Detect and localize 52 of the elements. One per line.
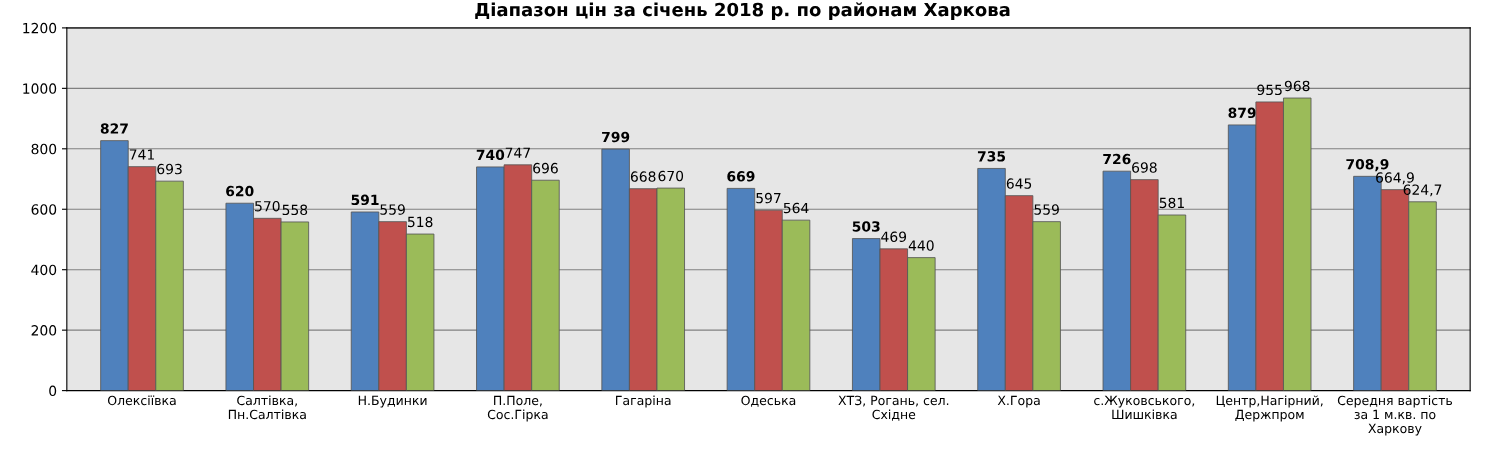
y-tick-label: 0	[49, 385, 57, 397]
data-label: 747	[505, 147, 530, 158]
data-label: 581	[1159, 197, 1184, 209]
x-tick-label: Салтівка, Пн.Салтівка	[228, 395, 306, 420]
x-tick-label: Середня вартість за 1 м.кв. по Харкову	[1337, 395, 1453, 436]
y-tick-label: 400	[31, 264, 57, 276]
data-label: 570	[255, 200, 280, 212]
x-tick-label: Центр,Нагірний, Держпром	[1216, 395, 1323, 422]
y-tick-label: 200	[31, 325, 57, 336]
data-label: 518	[407, 216, 433, 228]
data-label: 827	[100, 123, 128, 134]
data-label: 740	[476, 149, 505, 161]
data-label: 440	[908, 240, 934, 251]
data-label: 469	[881, 231, 907, 242]
data-label: 741	[129, 149, 154, 160]
data-label: 799	[602, 131, 630, 143]
y-tick-label: 1200	[23, 22, 57, 34]
data-label: 645	[1006, 178, 1032, 189]
data-label: 726	[1103, 153, 1131, 165]
data-label: 564	[783, 202, 809, 214]
data-label: 879	[1228, 107, 1256, 119]
chart-title: Діапазон цін за січень 2018 р. по районам Харкова	[475, 2, 1010, 20]
x-tick-label: Х.Гора	[997, 395, 1040, 408]
data-label: 669	[727, 171, 755, 182]
data-label: 968	[1284, 80, 1310, 92]
data-label: 559	[380, 204, 405, 215]
x-tick-label: ХТЗ, Рогань, сел. Східне	[838, 395, 949, 421]
data-label: 559	[1034, 204, 1059, 215]
data-label: 597	[756, 192, 781, 204]
data-label: 624,7	[1403, 184, 1442, 197]
data-label: 698	[1132, 162, 1157, 173]
y-tick-label: 600	[31, 204, 57, 215]
data-label: 735	[977, 151, 1006, 162]
x-tick-label: Олексіївка	[107, 395, 176, 406]
x-tick-label: Гагаріна	[616, 395, 671, 408]
x-tick-label: с.Жуковського, Шишківка	[1094, 395, 1195, 420]
data-label: 558	[282, 204, 308, 216]
data-label: 591	[351, 194, 379, 206]
x-tick-label: П.Поле, Сос.Гірка	[487, 395, 548, 422]
data-label: 620	[226, 185, 254, 197]
y-tick-label: 800	[31, 143, 57, 155]
data-label: 955	[1257, 84, 1282, 96]
data-label: 503	[852, 221, 880, 232]
x-tick-label: Одеська	[741, 395, 796, 407]
y-tick-label: 1000	[23, 83, 57, 94]
data-label: 696	[533, 162, 558, 174]
x-tick-label: Н.Будинки	[358, 395, 427, 408]
data-label: 668	[630, 171, 656, 182]
data-label: 708,9	[1346, 158, 1389, 172]
data-label: 670	[658, 170, 684, 182]
data-label: 693	[157, 163, 182, 175]
data-label: 664,9	[1376, 172, 1414, 185]
